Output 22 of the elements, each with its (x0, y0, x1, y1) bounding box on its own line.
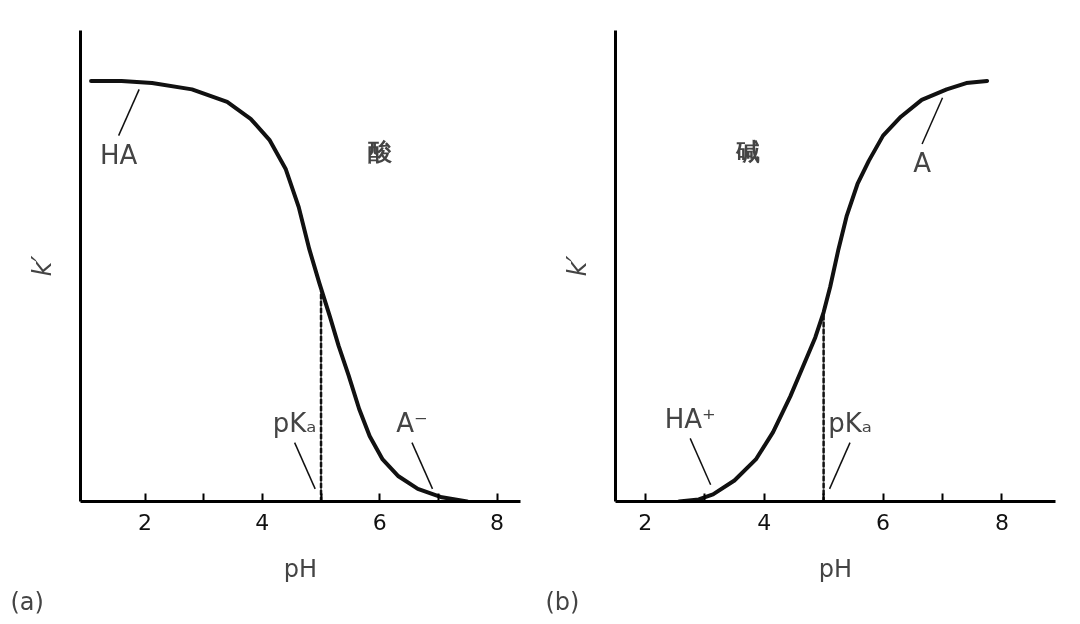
text: (a) (10, 587, 44, 616)
annotation: A (913, 148, 932, 179)
annotation: pKₐ (828, 408, 872, 439)
x-tick-label: 4 (757, 509, 772, 535)
x-axis-title: pH (283, 554, 318, 583)
text: (b) (545, 587, 580, 616)
annotation: A⁻ (396, 408, 428, 439)
annotation: 碱 (734, 138, 760, 167)
x-tick-label: 4 (255, 509, 270, 535)
x-tick-label: 6 (876, 509, 891, 535)
x-tick-label: 2 (138, 509, 153, 535)
annotation: pKₐ (272, 408, 317, 439)
x-tick-label: 8 (994, 509, 1009, 535)
x-tick-label: 2 (638, 509, 653, 535)
annotation: 酸 (367, 138, 393, 167)
x-tick-label: 6 (372, 509, 387, 535)
y-axis-title: k′ (561, 255, 592, 277)
annotation: HA⁺ (664, 404, 716, 435)
x-tick-label: 8 (490, 509, 505, 535)
x-axis-title: pH (818, 554, 853, 583)
annotation: HA (99, 139, 138, 170)
y-axis-title: k′ (26, 255, 57, 277)
